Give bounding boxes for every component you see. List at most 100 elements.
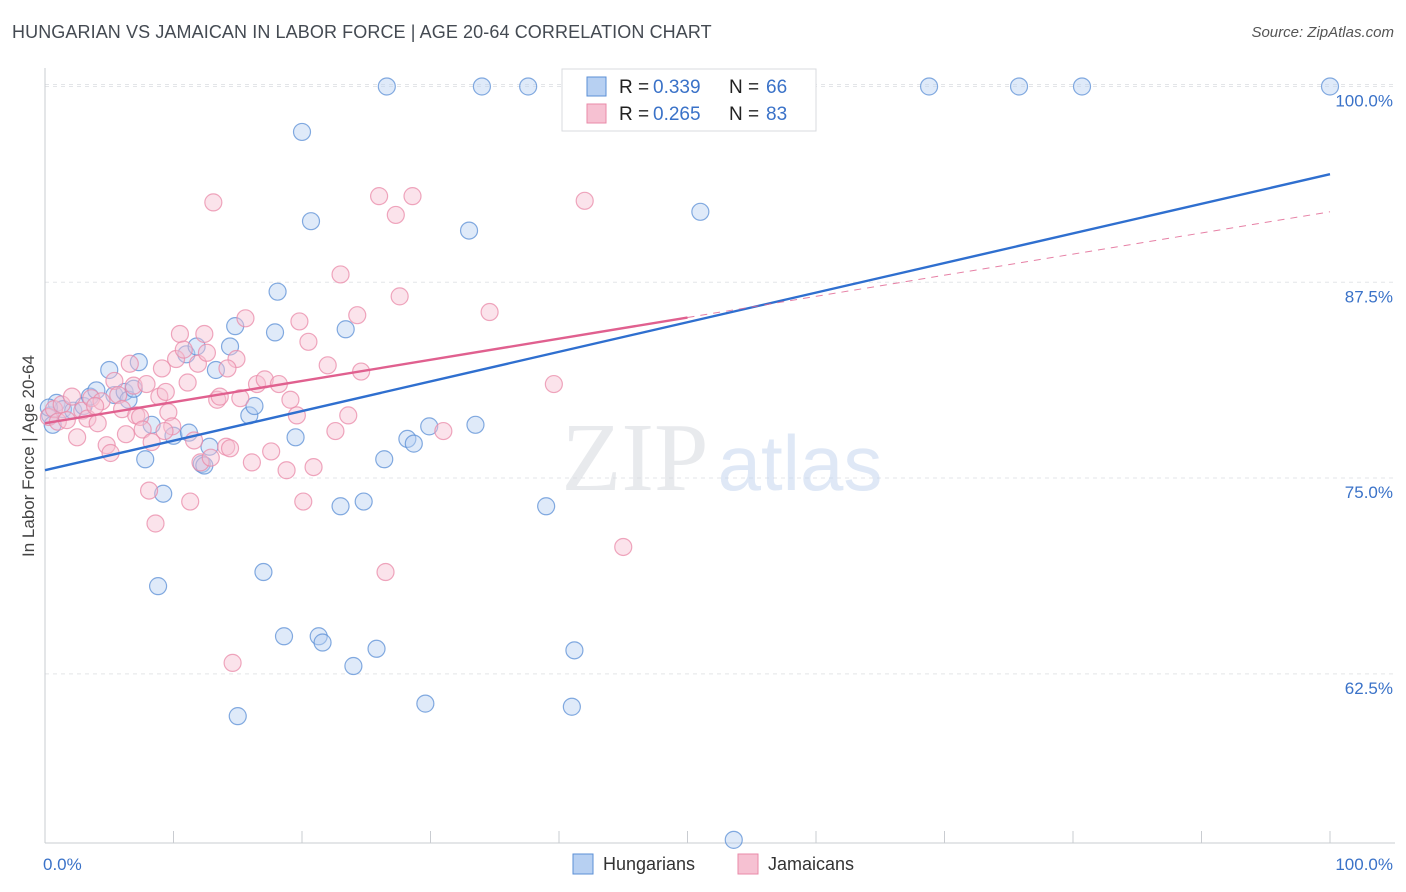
point-hungarians	[344, 656, 363, 676]
point-jamaicans	[105, 371, 124, 391]
point-jamaicans	[262, 442, 281, 461]
point-hungarians	[245, 396, 264, 416]
trend-line-jamaicans	[44, 316, 688, 425]
point-jamaicans	[339, 406, 358, 425]
bottom-legend: Hungarians Jamaicans	[572, 853, 854, 875]
y-tick-label: 87.5%	[1345, 287, 1393, 306]
y-tick-label: 100.0%	[1335, 91, 1393, 110]
watermark-zip: ZIP	[562, 404, 709, 512]
point-jamaicans	[376, 562, 395, 582]
point-jamaicans	[299, 332, 318, 351]
legend-swatch-jamaicans	[737, 853, 759, 875]
point-jamaicans	[614, 537, 633, 557]
point-hungarians	[724, 830, 743, 849]
point-jamaicans	[370, 187, 389, 206]
trend-lines	[44, 173, 1331, 472]
stats-r-value: 0.265	[653, 104, 701, 125]
stats-r-label: R =	[619, 104, 649, 125]
point-jamaicans	[386, 205, 405, 225]
x-tick-label: 100.0%	[1335, 855, 1393, 874]
point-jamaicans	[116, 425, 136, 444]
point-hungarians	[119, 390, 138, 409]
point-hungarians	[565, 641, 584, 660]
point-hungarians	[1009, 77, 1029, 96]
y-axis-label: In Labor Force | Age 20-64	[19, 355, 38, 557]
point-jamaicans	[156, 382, 175, 402]
point-jamaicans	[139, 481, 159, 500]
point-hungarians	[336, 320, 355, 339]
point-jamaicans	[331, 265, 350, 284]
point-jamaicans	[480, 302, 499, 322]
stats-n-label: N =	[729, 77, 759, 98]
point-hungarians	[367, 639, 386, 658]
trend-line-jamaicans-dashed	[687, 211, 1331, 319]
trend-line-hungarians	[44, 173, 1331, 472]
point-jamaicans	[318, 356, 337, 375]
point-hungarians	[691, 202, 710, 221]
point-jamaicans	[242, 453, 261, 472]
y-tick-label: 62.5%	[1345, 679, 1393, 698]
legend-label-hungarians: Hungarians	[603, 854, 695, 874]
point-jamaicans	[195, 324, 214, 344]
point-jamaicans	[231, 389, 250, 408]
point-jamaicans	[62, 387, 82, 406]
point-jamaicans	[348, 306, 367, 325]
stats-legend: R = 0.339 N = 66 R = 0.265 N = 83	[561, 68, 817, 132]
stats-r-value: 0.339	[653, 77, 701, 98]
point-jamaicans	[170, 324, 190, 344]
point-hungarians	[154, 484, 173, 503]
point-jamaicans	[304, 457, 323, 477]
point-jamaicans	[109, 385, 128, 405]
point-hungarians	[1072, 77, 1092, 96]
point-jamaicans	[223, 653, 242, 672]
stats-n-value: 83	[766, 104, 787, 125]
stats-swatch	[586, 103, 607, 124]
point-hungarians	[537, 497, 556, 516]
point-hungarians	[148, 577, 168, 596]
point-hungarians	[100, 360, 119, 380]
chart-source: Source: ZipAtlas.com	[1251, 24, 1394, 41]
point-jamaicans	[204, 193, 223, 212]
point-jamaicans	[174, 340, 193, 359]
point-hungarians	[268, 282, 287, 301]
point-jamaicans	[277, 461, 296, 480]
point-jamaicans	[133, 420, 152, 439]
point-hungarians	[377, 77, 396, 96]
point-jamaicans	[68, 428, 87, 447]
point-hungarians	[1320, 77, 1340, 96]
point-hungarians	[919, 77, 939, 96]
stats-n-value: 66	[766, 77, 787, 98]
point-jamaicans	[434, 421, 453, 441]
point-jamaicans	[281, 390, 300, 409]
point-hungarians	[416, 694, 435, 713]
stats-r-label: R =	[619, 77, 649, 98]
point-hungarians	[354, 492, 373, 511]
point-jamaicans	[326, 421, 345, 441]
point-jamaicans	[152, 359, 172, 378]
point-hungarians	[313, 633, 332, 652]
point-jamaicans	[137, 374, 156, 394]
point-hungarians	[292, 122, 312, 142]
point-jamaicans	[166, 349, 186, 369]
point-jamaicans	[120, 354, 139, 373]
point-jamaicans	[290, 312, 309, 331]
legend-label-jamaicans: Jamaicans	[768, 854, 854, 874]
point-jamaicans	[197, 343, 217, 362]
axes: 62.5% 75.0% 87.5% 100.0% 0.0% 100.0%	[43, 68, 1395, 874]
point-hungarians	[459, 221, 479, 240]
point-jamaicans	[155, 421, 174, 441]
point-hungarians	[206, 360, 226, 380]
point-jamaicans	[575, 191, 594, 210]
point-jamaicans	[294, 492, 313, 511]
point-jamaicans	[86, 396, 105, 416]
point-jamaicans	[390, 287, 409, 306]
point-hungarians	[265, 323, 285, 342]
point-hungarians	[562, 697, 581, 716]
point-hungarians	[472, 77, 491, 96]
point-jamaicans	[201, 448, 220, 467]
gridlines	[45, 83, 1395, 675]
point-hungarians	[254, 562, 273, 582]
point-hungarians	[420, 417, 439, 436]
stats-n-label: N =	[729, 104, 759, 125]
stats-swatch	[586, 76, 607, 97]
